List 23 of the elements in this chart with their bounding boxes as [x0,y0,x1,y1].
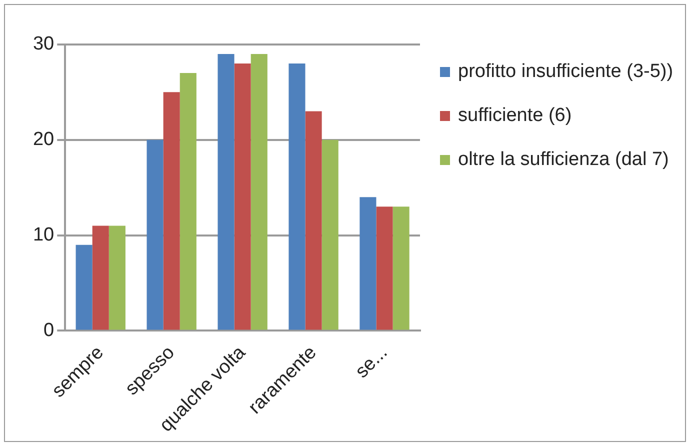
x-tick-label: se... [352,342,392,382]
bar [108,226,126,330]
y-tick-label: 0 [44,320,54,341]
bar [288,63,306,330]
y-tick-label: 10 [32,224,54,246]
bar [322,140,338,330]
legend-label: oltre la sufficienza (dal 7) [458,148,669,172]
bar [376,206,393,330]
bar [218,54,234,330]
legend-label: sufficiente (6) [458,104,572,128]
bar [250,54,268,330]
y-tick-label: 30 [32,34,54,55]
bar [76,244,92,330]
bar [146,140,164,330]
legend-label: profitto insufficiente (3-5)) [458,60,674,84]
bar [180,73,196,330]
bar [392,206,410,330]
bar [360,197,376,330]
bar [163,92,180,330]
bar [234,63,251,330]
bar [92,226,109,330]
y-tick-label: 20 [32,129,54,150]
bar [305,111,322,330]
